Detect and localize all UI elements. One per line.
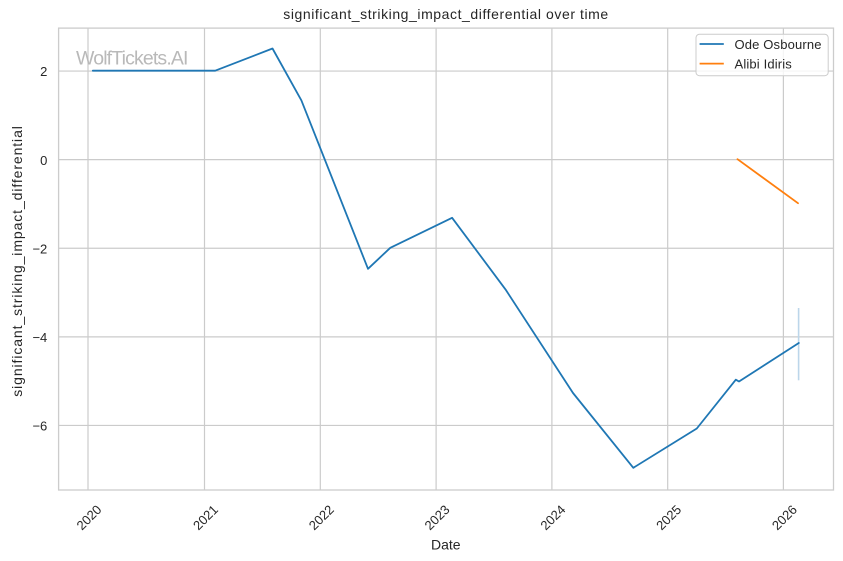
- svg-text:2: 2: [40, 64, 47, 79]
- svg-text:−2: −2: [32, 241, 47, 256]
- svg-text:WolfTickets.AI: WolfTickets.AI: [76, 48, 188, 70]
- svg-text:Alibi Idiris: Alibi Idiris: [735, 57, 793, 72]
- svg-text:significant_striking_impact_di: significant_striking_impact_differential…: [283, 6, 609, 22]
- svg-text:Date: Date: [431, 537, 461, 553]
- svg-text:0: 0: [40, 153, 47, 168]
- svg-text:−6: −6: [32, 419, 47, 434]
- svg-text:significant_striking_impact_di: significant_striking_impact_differential: [9, 125, 25, 397]
- svg-text:−4: −4: [32, 330, 47, 345]
- svg-text:Ode Osbourne: Ode Osbourne: [735, 37, 822, 52]
